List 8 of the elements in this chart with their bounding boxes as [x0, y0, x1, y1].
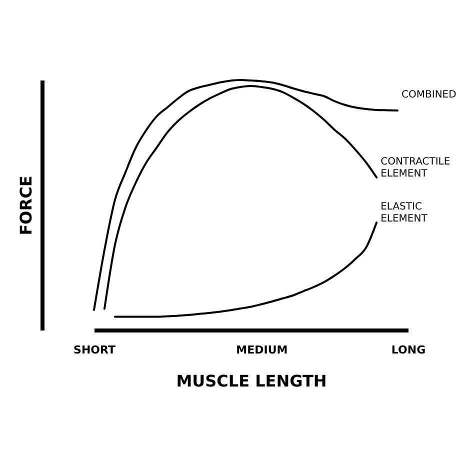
x-tick-label: SHORT [74, 344, 116, 356]
x-axis-title: MUSCLE LENGTH [176, 372, 327, 390]
x-tick-label: MEDIUM [236, 344, 288, 356]
y-axis-title: FORCE [16, 176, 36, 236]
series-label: CONTRACTILE ELEMENT [380, 156, 450, 180]
x-tick-label: LONG [391, 344, 426, 356]
series-label: ELASTIC ELEMENT [380, 202, 428, 224]
series-label: COMBINED [402, 90, 457, 100]
